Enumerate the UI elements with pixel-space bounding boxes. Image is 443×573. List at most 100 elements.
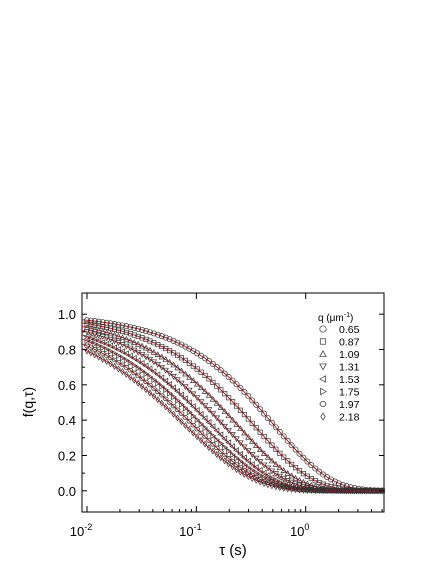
data-point: [257, 478, 263, 486]
legend-label: 1.53: [339, 374, 360, 386]
data-point: [260, 469, 267, 477]
data-point: [225, 374, 232, 380]
data-point: [175, 397, 181, 404]
data-point: [225, 456, 232, 461]
data-point: [332, 487, 338, 495]
data-point: [241, 461, 248, 468]
data-point: [100, 344, 107, 351]
data-point: [213, 445, 220, 451]
data-point: [123, 335, 130, 342]
data-point: [241, 429, 248, 436]
data-point: [127, 324, 134, 330]
data-point: [202, 355, 209, 362]
data-point: [214, 436, 221, 443]
data-point: [162, 334, 169, 341]
data-point: [154, 389, 161, 394]
data-point: [213, 415, 221, 422]
data-point: [241, 444, 248, 451]
data-point: [252, 464, 259, 471]
data-point: [218, 454, 224, 462]
data-point: [309, 486, 314, 495]
data-point: [268, 457, 276, 464]
data-point: [245, 433, 252, 440]
data-point: [265, 415, 271, 422]
data-point: [174, 407, 181, 412]
data-point: [209, 423, 216, 430]
data-point: [126, 352, 133, 360]
data-point: [250, 475, 255, 483]
data-point: [379, 488, 386, 493]
data-point: [226, 460, 231, 468]
data-point: [190, 363, 196, 369]
data-point: [344, 487, 349, 495]
data-point: [265, 438, 271, 444]
data-point: [92, 340, 99, 348]
data-point: [245, 470, 252, 475]
data-point: [103, 329, 110, 335]
data-point: [316, 468, 323, 475]
data-point: [158, 353, 165, 360]
data-point: [99, 319, 106, 326]
data-point: [134, 340, 142, 347]
axes: 0.0 0.2 0.4 0.6 0.8 1.0 10-2 10-1 100: [58, 293, 384, 539]
data-point: [142, 344, 150, 351]
data-point: [221, 435, 228, 442]
data-point: [170, 361, 177, 368]
data-point: [237, 465, 244, 470]
data-point: [139, 376, 146, 382]
data-point: [87, 330, 95, 337]
data-point: [119, 362, 126, 368]
data-point: [151, 340, 157, 346]
data-point: [190, 412, 197, 420]
data-point: [352, 487, 357, 495]
data-point: [87, 334, 94, 341]
data-point: [320, 481, 326, 487]
data-point: [115, 346, 121, 353]
data-point: [288, 442, 295, 449]
data-point: [277, 484, 283, 492]
data-point: [233, 403, 240, 409]
data-point: [221, 408, 228, 414]
data-point: [119, 328, 125, 334]
data-point: [308, 462, 315, 469]
data-point: [229, 459, 236, 464]
data-point: [217, 431, 224, 438]
data-point: [159, 399, 165, 407]
data-point: [135, 373, 142, 379]
data-point: [257, 472, 264, 479]
data-point: [138, 342, 146, 349]
data-point: [146, 365, 153, 372]
data-point: [372, 487, 377, 495]
data-point: [198, 369, 204, 375]
data-point: [284, 437, 291, 444]
data-point: [210, 379, 216, 385]
data-point: [222, 457, 227, 465]
data-point: [186, 419, 193, 424]
data-point: [150, 386, 157, 391]
legend-label: 2.18: [339, 412, 360, 424]
data-point: [111, 338, 118, 345]
data-point: [202, 440, 208, 448]
data-point: [111, 321, 118, 327]
data-point: [272, 424, 279, 431]
data-point: [193, 380, 201, 387]
data-point: [202, 424, 209, 432]
data-point: [324, 488, 331, 493]
data-point: [116, 365, 121, 373]
data-point: [269, 482, 275, 490]
data-point: [249, 397, 256, 404]
data-point: [229, 377, 236, 384]
data-point: [256, 446, 264, 452]
data-point: [135, 325, 142, 332]
data-point: [201, 403, 209, 409]
data-point: [202, 372, 208, 379]
data-point: [331, 488, 338, 493]
data-point: [147, 389, 153, 397]
data-point: [150, 368, 157, 375]
data-point: [217, 419, 224, 426]
data-point: [151, 376, 158, 384]
data-point: [166, 370, 173, 377]
data-point: [268, 468, 276, 475]
data-point: [99, 339, 106, 346]
data-point: [284, 469, 291, 476]
